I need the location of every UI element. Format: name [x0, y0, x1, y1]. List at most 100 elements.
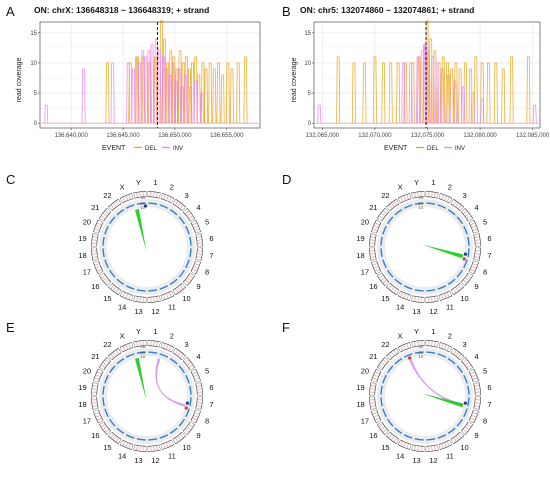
- chromosome-label: 1: [431, 327, 435, 336]
- highlight-point: [143, 204, 148, 208]
- chromosome-label: 19: [356, 383, 364, 392]
- coverage-spike: [208, 62, 213, 124]
- chromosome-label: 12: [429, 456, 437, 465]
- chromosome-label: 9: [474, 431, 478, 440]
- scale-label: 10: [419, 205, 424, 210]
- chromosome-label: 20: [83, 367, 91, 376]
- chromosome-label: 14: [118, 452, 126, 461]
- y-tick-label: 0: [308, 121, 312, 127]
- chromosome-label: 11: [168, 303, 176, 312]
- coverage-track-segment: [116, 209, 125, 216]
- coverage-spike: [105, 62, 110, 124]
- coverage-spike: [193, 80, 198, 124]
- coverage-spike: [177, 68, 182, 124]
- coverage-spike: [81, 68, 86, 124]
- coverage-track-segment: [178, 216, 185, 225]
- plot-frame: [39, 21, 261, 129]
- chromosome-label: 18: [78, 251, 86, 260]
- chromosome-label: X: [398, 182, 403, 191]
- coverage-track-segment: [148, 202, 158, 205]
- coverage-track-segment: [148, 289, 158, 292]
- y-tick-label: 5: [308, 91, 312, 97]
- chromosome-label: 8: [483, 267, 487, 276]
- coverage-track-segment: [414, 202, 424, 205]
- coverage-track-segment: [437, 434, 447, 439]
- coverage-spike: [425, 20, 430, 124]
- chromosome-label: 14: [396, 452, 404, 461]
- chromosome-label: 4: [474, 352, 478, 361]
- chromosome-label: 21: [91, 352, 99, 361]
- chromosome-label: 14: [118, 303, 126, 312]
- coverage-track-segment: [387, 418, 394, 427]
- coverage-panel-A: A ON: chrX: 136648318 ~ 136648319; + str…: [6, 4, 261, 152]
- chromosome-label: Y: [414, 178, 419, 187]
- link-arc: [155, 358, 186, 407]
- chromosome-label: X: [398, 331, 403, 340]
- coverage-track-segment: [116, 427, 125, 434]
- chromosome-label: 22: [103, 340, 111, 349]
- coverage-spike: [168, 50, 173, 124]
- coverage-track-segment: [109, 365, 116, 374]
- chromosome-label: 1: [153, 327, 157, 336]
- coverage-track-segment: [437, 204, 447, 209]
- chromosome-label: 18: [356, 400, 364, 409]
- coverage-track-segment: [414, 351, 424, 354]
- chromosome-label: 15: [103, 443, 111, 452]
- coverage-track-segment: [414, 438, 424, 441]
- chromosome-label: 12: [151, 456, 159, 465]
- coverage-spike: [416, 56, 421, 124]
- coverage-spike: [236, 62, 241, 124]
- coverage-track-segment: [467, 385, 470, 395]
- series-inv: [42, 38, 258, 124]
- x-tick-label: 132,070,000: [358, 133, 392, 139]
- chromosome-label: 13: [412, 456, 420, 465]
- chromosome-label: 3: [462, 191, 466, 200]
- coverage-spike: [110, 62, 115, 124]
- coverage-spike: [446, 74, 451, 124]
- legend-label-inv: INV: [455, 146, 465, 152]
- coverage-track-segment: [185, 408, 190, 418]
- coverage-spike: [408, 62, 413, 124]
- coverage-track-segment: [463, 225, 468, 235]
- coverage-track-segment: [394, 209, 403, 216]
- coverage-spike: [137, 62, 142, 124]
- coverage-spike: [532, 104, 537, 124]
- coverage-track-segment: [456, 269, 463, 278]
- chromosome-label: 17: [83, 416, 91, 425]
- coverage-track-segment: [104, 408, 109, 418]
- coverage-spike: [150, 44, 155, 124]
- track-background: [99, 348, 195, 444]
- coverage-spike: [229, 68, 234, 124]
- chromosome-label: 5: [205, 218, 209, 227]
- chromosome-label: 17: [83, 267, 91, 276]
- chromosome-label: 18: [356, 251, 364, 260]
- coverage-spike: [196, 74, 201, 124]
- coverage-track-segment: [159, 434, 169, 439]
- coverage-track-segment: [456, 365, 463, 374]
- scale-label: 20: [140, 201, 145, 206]
- scale-label: 20: [418, 201, 423, 206]
- coverage-spike: [243, 56, 248, 124]
- coverage-spike: [453, 62, 458, 124]
- chromosome-label: Y: [414, 327, 419, 336]
- coverage-track-segment: [136, 202, 146, 205]
- coverage-track-segment: [189, 385, 192, 395]
- chromosome-label: 21: [91, 203, 99, 212]
- scale-label: 10: [141, 205, 146, 210]
- coverage-spike: [381, 62, 386, 124]
- x-tick-label: 132,085,000: [516, 133, 550, 139]
- track-background: [377, 348, 473, 444]
- coverage-spike: [128, 62, 133, 124]
- y-tick-label: 10: [304, 61, 311, 67]
- chromosome-label: 16: [91, 431, 99, 440]
- panel-letter-F: F: [282, 320, 290, 335]
- chromosome-label: 17: [361, 267, 369, 276]
- chromosome-label: 7: [487, 251, 491, 260]
- coverage-track-segment: [136, 289, 146, 292]
- y-tick-label: 10: [30, 61, 37, 67]
- coverage-track-segment: [447, 427, 456, 434]
- chromosome-label: 6: [209, 234, 213, 243]
- x-tick-label: 132,080,000: [463, 133, 497, 139]
